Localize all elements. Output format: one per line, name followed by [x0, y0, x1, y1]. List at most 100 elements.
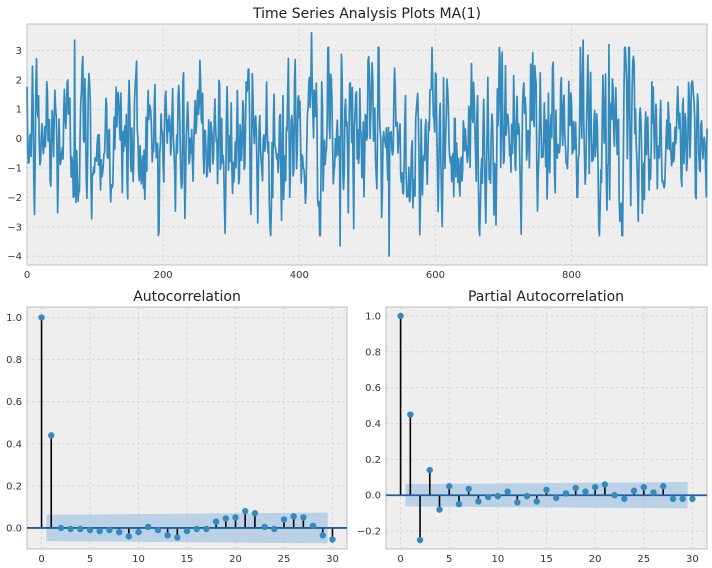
pacf-x-tick-label: 20: [589, 554, 602, 565]
acf-stem-marker: [48, 432, 55, 439]
time-series-y-tick-label: −3: [7, 222, 22, 233]
pacf-stem-marker: [484, 493, 492, 501]
pacf-stems: [386, 312, 707, 544]
acf-stem-marker: [280, 516, 288, 523]
pacf-stem-marker: [660, 483, 667, 490]
pacf-stem-marker: [640, 483, 647, 491]
pacf-stem-marker: [494, 492, 502, 500]
pacf-stem-marker: [446, 483, 453, 490]
acf-stem-marker: [106, 526, 113, 534]
pacf-stem-marker: [650, 489, 657, 496]
time-series-y-tick-label: 3: [16, 46, 22, 57]
pacf-stem-marker: [514, 499, 521, 506]
acf-stem-marker: [125, 533, 133, 540]
pacf-stem-marker: [533, 498, 540, 505]
acf-stem-marker: [145, 523, 152, 531]
pacf-x-tick-label: 25: [637, 554, 650, 565]
acf-x-tick-label: 15: [181, 554, 194, 565]
acf-stem-marker: [183, 527, 191, 535]
acf-x-tick-label: 5: [87, 554, 93, 565]
acf-stem-marker: [77, 525, 84, 533]
pacf-stem-marker: [426, 466, 433, 474]
pacf-y-tick-label: 1.0: [365, 311, 381, 322]
acf-title: Autocorrelation: [133, 289, 241, 305]
time-series-x-tick-label: 600: [426, 270, 445, 281]
pacf-y-tick-label: 0.8: [365, 347, 381, 358]
acf-stem-marker: [67, 525, 74, 533]
pacf-stem-marker: [562, 490, 570, 497]
pacf-y-tick-label: −0.2: [357, 527, 381, 538]
pacf-stem-marker: [416, 536, 424, 544]
pacf-stem-marker: [465, 485, 472, 493]
acf-stem-marker: [261, 523, 268, 531]
time-series-axes: 0 200 400 600 800 −4 −3 −2 −1 0 1 2 3 Time Series An…: [7, 6, 708, 281]
time-series-x-tick-label: 800: [562, 270, 581, 281]
pacf-stem-marker: [553, 494, 560, 502]
acf-stem-marker: [154, 526, 162, 534]
acf-stem-marker: [38, 314, 45, 321]
acf-y-tick-label: 1.0: [6, 313, 22, 324]
time-series-y-tick-label: 2: [16, 75, 22, 86]
acf-x-tick-label: 0: [38, 554, 44, 565]
time-series-line: [26, 31, 708, 258]
acf-axes: 0 5 10 15 20 25 30 0.0 0.2 0.4 0.6 0.8 1.0 Autocorre…: [6, 289, 348, 565]
acf-y-tick-label: 0.0: [6, 523, 22, 534]
acf-stem-marker: [57, 524, 65, 532]
pacf-tick-labels: 0 5 10 15 20 25 30 −0.2 0.0 0.2 0.4 0.6 0.8 1.0: [357, 311, 699, 565]
acf-x-tick-label: 30: [326, 554, 339, 565]
pacf-stem-marker: [572, 484, 579, 492]
acf-stem-marker: [203, 525, 210, 533]
time-series-tick-labels: 0 200 400 600 800 −4 −3 −2 −1 0 1 2 3: [7, 46, 581, 281]
pacf-y-tick-label: 0.2: [365, 455, 381, 466]
acf-stem-marker: [241, 507, 249, 515]
pacf-x-tick-label: 15: [540, 554, 553, 565]
pacf-y-tick-label: 0.4: [365, 419, 381, 430]
time-series-y-tick-label: 1: [16, 105, 22, 116]
time-series-title: Time Series Analysis Plots MA(1): [252, 6, 481, 22]
acf-stem-marker: [319, 532, 326, 539]
pacf-stem-marker: [436, 506, 443, 513]
time-series-y-tick-label: −4: [7, 252, 22, 263]
acf-stem-marker: [251, 510, 259, 517]
time-series-x-tick-label: 200: [154, 270, 173, 281]
acf-x-tick-label: 25: [278, 554, 291, 565]
pacf-stem-marker: [397, 312, 404, 320]
acf-stem-marker: [232, 514, 239, 521]
pacf-x-tick-label: 30: [686, 554, 699, 565]
pacf-stem-marker: [504, 488, 511, 495]
acf-stem-marker: [193, 525, 200, 533]
acf-stem-marker: [135, 528, 142, 536]
acf-x-tick-label: 20: [229, 554, 242, 565]
pacf-stem-marker: [601, 481, 609, 488]
acf-stem-marker: [300, 514, 307, 521]
pacf-stem-marker: [475, 498, 482, 505]
pacf-stem-marker: [611, 492, 618, 499]
pacf-y-tick-label: 0.6: [365, 383, 381, 394]
pacf-stem-marker: [591, 483, 599, 491]
time-series-plot-area: [26, 23, 708, 266]
pacf-stem-marker: [679, 495, 686, 503]
acf-stem-marker: [96, 527, 103, 535]
acf-stem-marker: [86, 526, 94, 534]
pacf-y-tick-label: 0.0: [365, 491, 381, 502]
pacf-title: Partial Autocorrelation: [468, 289, 624, 305]
acf-stem-marker: [222, 515, 229, 522]
pacf-axes: 0 5 10 15 20 25 30 −0.2 0.0 0.2 0.4 0.6 0.8 1.0 Parti…: [357, 289, 708, 565]
pacf-x-tick-label: 10: [491, 554, 504, 565]
acf-stem-marker: [329, 536, 336, 543]
pacf-stem-marker: [543, 486, 550, 494]
acf-y-tick-label: 0.8: [6, 355, 22, 366]
acf-stem-marker: [309, 522, 317, 530]
acf-y-tick-label: 0.4: [6, 439, 22, 450]
acf-stems: [27, 314, 347, 543]
pacf-stem-marker: [582, 488, 589, 495]
pacf-stem-marker: [621, 495, 628, 503]
acf-stem-marker: [164, 532, 171, 539]
pacf-stem-marker: [523, 492, 531, 500]
pacf-stem-marker: [669, 495, 677, 503]
pacf-x-tick-label: 0: [397, 554, 403, 565]
acf-stem-marker: [290, 513, 297, 520]
pacf-stem-marker: [455, 500, 463, 508]
acf-x-tick-label: 10: [132, 554, 145, 565]
